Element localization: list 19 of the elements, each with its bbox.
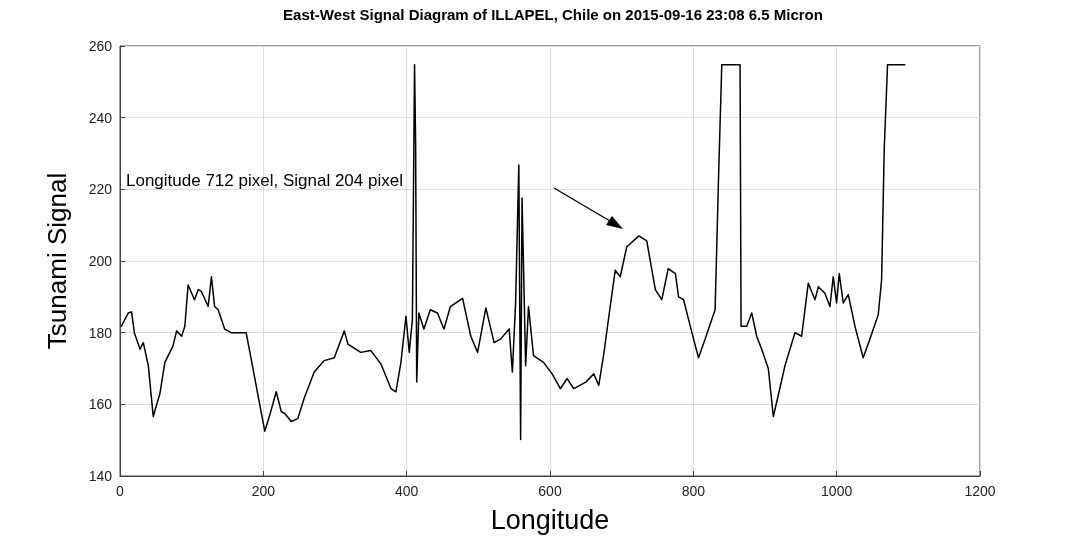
- annotation: Longitude 712 pixel, Signal 204 pixel: [126, 171, 403, 190]
- y-tick-label: 220: [88, 181, 113, 198]
- x-tick-label: 800: [681, 483, 706, 499]
- x-tick-label: 400: [394, 483, 419, 499]
- x-tick-label: 600: [538, 483, 562, 499]
- y-axis-title: Tsunami Signal: [42, 172, 72, 350]
- line-series: [120, 63, 906, 441]
- y-tick-label: 180: [88, 324, 113, 341]
- x-tick-label: 1200: [964, 483, 996, 499]
- y-tick-label: 200: [88, 253, 113, 269]
- chart-title: East-West Signal Diagram of ILLAPEL, Chile on 2015-09-16 23:08 6.5 Micron: [283, 6, 823, 23]
- x-axis-title: Longitude: [490, 504, 610, 535]
- y-tick-label: 160: [88, 396, 113, 413]
- x-tick-label: 200: [251, 483, 276, 499]
- x-tick-label: 1000: [821, 483, 853, 499]
- y-tick-label: 140: [88, 468, 113, 484]
- y-tick-label: 260: [88, 38, 113, 54]
- x-tick-label: 0: [116, 483, 125, 499]
- y-tick-label: 240: [88, 109, 113, 126]
